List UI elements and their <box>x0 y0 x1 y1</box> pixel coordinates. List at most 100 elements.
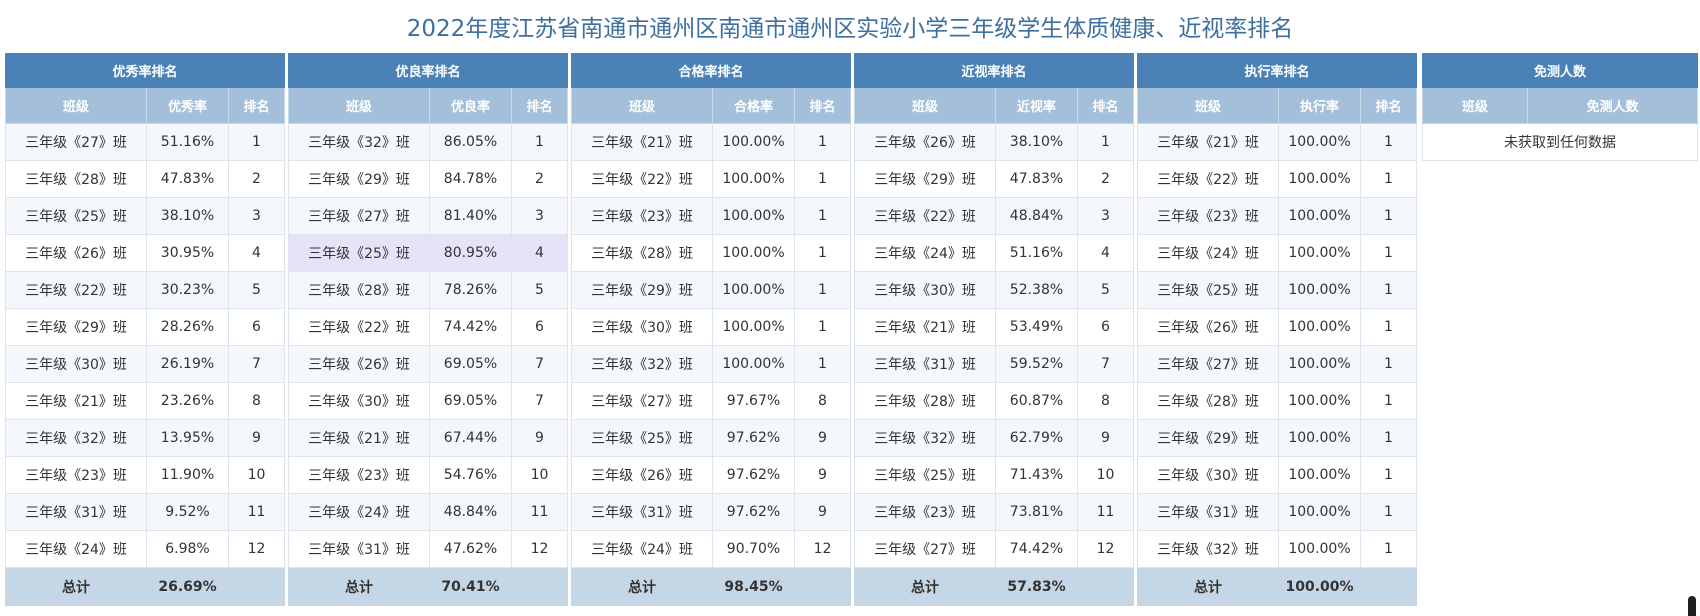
rank-cell: 10 <box>227 456 286 494</box>
table-row[interactable]: 三年级《22》班 100.00% 1 <box>1137 160 1418 198</box>
table-row[interactable]: 三年级《30》班 52.38% 5 <box>854 271 1135 309</box>
table-row[interactable]: 三年级《31》班 9.52% 11 <box>5 493 286 531</box>
value-cell: 52.38% <box>995 271 1078 309</box>
table-row[interactable]: 三年级《21》班 23.26% 8 <box>5 382 286 420</box>
table-row[interactable]: 三年级《30》班 26.19% 7 <box>5 345 286 383</box>
rank-cell: 10 <box>1076 456 1135 494</box>
rank-cell: 1 <box>1359 234 1418 272</box>
table-row[interactable]: 三年级《32》班 100.00% 1 <box>1137 530 1418 568</box>
table-row[interactable]: 三年级《31》班 47.62% 12 <box>288 530 569 568</box>
table-row[interactable]: 三年级《28》班 78.26% 5 <box>288 271 569 309</box>
table-row[interactable]: 三年级《28》班 47.83% 2 <box>5 160 286 198</box>
table-row[interactable]: 三年级《25》班 38.10% 3 <box>5 197 286 235</box>
class-cell: 三年级《25》班 <box>571 419 713 457</box>
table-row[interactable]: 三年级《28》班 60.87% 8 <box>854 382 1135 420</box>
value-cell: 53.49% <box>995 308 1078 346</box>
table-row[interactable]: 三年级《29》班 84.78% 2 <box>288 160 569 198</box>
table-row[interactable]: 三年级《30》班 69.05% 7 <box>288 382 569 420</box>
table-row[interactable]: 三年级《27》班 97.67% 8 <box>571 382 852 420</box>
table-row[interactable]: 三年级《22》班 48.84% 3 <box>854 197 1135 235</box>
value-cell: 59.52% <box>995 345 1078 383</box>
table-row[interactable]: 三年级《23》班 73.81% 11 <box>854 493 1135 531</box>
table-row[interactable]: 三年级《26》班 97.62% 9 <box>571 456 852 494</box>
table-row[interactable]: 三年级《27》班 74.42% 12 <box>854 530 1135 568</box>
table-row[interactable]: 三年级《31》班 59.52% 7 <box>854 345 1135 383</box>
total-value: 98.45% <box>712 567 795 606</box>
table-title: 合格率排名 <box>570 53 852 88</box>
table-row[interactable]: 三年级《26》班 30.95% 4 <box>5 234 286 272</box>
rank-cell: 11 <box>510 493 569 531</box>
table-row[interactable]: 三年级《27》班 81.40% 3 <box>288 197 569 235</box>
table-row[interactable]: 三年级《26》班 69.05% 7 <box>288 345 569 383</box>
class-cell: 三年级《30》班 <box>1137 456 1279 494</box>
total-label: 总计 <box>1137 567 1279 606</box>
class-cell: 三年级《27》班 <box>571 382 713 420</box>
scrollbar-handle[interactable] <box>1688 596 1696 616</box>
rank-cell: 1 <box>1076 123 1135 161</box>
value-cell: 69.05% <box>429 382 512 420</box>
total-label: 总计 <box>288 567 430 606</box>
table-row[interactable]: 三年级《29》班 100.00% 1 <box>1137 419 1418 457</box>
table-row[interactable]: 三年级《23》班 100.00% 1 <box>571 197 852 235</box>
table-row[interactable]: 三年级《25》班 97.62% 9 <box>571 419 852 457</box>
value-cell: 51.16% <box>146 123 229 161</box>
table-row[interactable]: 三年级《21》班 67.44% 9 <box>288 419 569 457</box>
good-rank-table: 优良率排名 班级 优良率 排名 三年级《32》班 86.05% 1 三年级《29》班 84.78… <box>287 53 569 606</box>
value-cell: 100.00% <box>712 123 795 161</box>
table-row[interactable]: 三年级《24》班 51.16% 4 <box>854 234 1135 272</box>
total-rank-empty <box>510 567 569 606</box>
table-row[interactable]: 三年级《29》班 47.83% 2 <box>854 160 1135 198</box>
table-row[interactable]: 三年级《24》班 90.70% 12 <box>571 530 852 568</box>
class-cell: 三年级《23》班 <box>1137 197 1279 235</box>
rank-cell: 1 <box>1359 160 1418 198</box>
table-row[interactable]: 三年级《23》班 11.90% 10 <box>5 456 286 494</box>
table-row[interactable]: 三年级《28》班 100.00% 1 <box>1137 382 1418 420</box>
table-row[interactable]: 三年级《32》班 86.05% 1 <box>288 123 569 161</box>
class-cell: 三年级《30》班 <box>854 271 996 309</box>
class-cell: 三年级《32》班 <box>5 419 147 457</box>
table-row[interactable]: 三年级《26》班 100.00% 1 <box>1137 308 1418 346</box>
table-row[interactable]: 三年级《22》班 30.23% 5 <box>5 271 286 309</box>
value-cell: 74.42% <box>995 530 1078 568</box>
table-row[interactable]: 三年级《21》班 100.00% 1 <box>1137 123 1418 161</box>
rank-cell: 9 <box>227 419 286 457</box>
table-row[interactable]: 三年级《32》班 62.79% 9 <box>854 419 1135 457</box>
table-row[interactable]: 三年级《24》班 48.84% 11 <box>288 493 569 531</box>
exempt-table-title: 免测人数 <box>1421 53 1699 88</box>
table-row[interactable]: 三年级《23》班 54.76% 10 <box>288 456 569 494</box>
value-cell: 13.95% <box>146 419 229 457</box>
total-row: 总计 57.83% <box>854 567 1135 606</box>
table-row[interactable]: 三年级《32》班 13.95% 9 <box>5 419 286 457</box>
table-row[interactable]: 三年级《23》班 100.00% 1 <box>1137 197 1418 235</box>
class-cell: 三年级《22》班 <box>854 197 996 235</box>
class-cell: 三年级《21》班 <box>5 382 147 420</box>
value-cell: 100.00% <box>1278 419 1361 457</box>
table-row[interactable]: 三年级《21》班 100.00% 1 <box>571 123 852 161</box>
table-row[interactable]: 三年级《27》班 51.16% 1 <box>5 123 286 161</box>
table-row[interactable]: 三年级《21》班 53.49% 6 <box>854 308 1135 346</box>
table-row[interactable]: 三年级《28》班 100.00% 1 <box>571 234 852 272</box>
class-cell: 三年级《26》班 <box>571 456 713 494</box>
table-row[interactable]: 三年级《22》班 100.00% 1 <box>571 160 852 198</box>
table-row[interactable]: 三年级《22》班 74.42% 6 <box>288 308 569 346</box>
table-row[interactable]: 三年级《29》班 100.00% 1 <box>571 271 852 309</box>
table-row[interactable]: 三年级《25》班 71.43% 10 <box>854 456 1135 494</box>
table-row[interactable]: 三年级《31》班 97.62% 9 <box>571 493 852 531</box>
table-row[interactable]: 三年级《30》班 100.00% 1 <box>1137 456 1418 494</box>
table-row[interactable]: 三年级《29》班 28.26% 6 <box>5 308 286 346</box>
table-row[interactable]: 三年级《24》班 6.98% 12 <box>5 530 286 568</box>
table-row[interactable]: 三年级《25》班 80.95% 4 <box>288 234 569 272</box>
value-cell: 100.00% <box>712 308 795 346</box>
table-row[interactable]: 三年级《24》班 100.00% 1 <box>1137 234 1418 272</box>
rank-cell: 2 <box>227 160 286 198</box>
table-row[interactable]: 三年级《25》班 100.00% 1 <box>1137 271 1418 309</box>
table-row[interactable]: 三年级《31》班 100.00% 1 <box>1137 493 1418 531</box>
class-cell: 三年级《22》班 <box>1137 160 1279 198</box>
table-row[interactable]: 三年级《26》班 38.10% 1 <box>854 123 1135 161</box>
table-row[interactable]: 三年级《32》班 100.00% 1 <box>571 345 852 383</box>
value-cell: 30.95% <box>146 234 229 272</box>
table-row[interactable]: 三年级《30》班 100.00% 1 <box>571 308 852 346</box>
table-row[interactable]: 三年级《27》班 100.00% 1 <box>1137 345 1418 383</box>
total-rank-empty <box>1076 567 1135 606</box>
rank-cell: 1 <box>1359 419 1418 457</box>
